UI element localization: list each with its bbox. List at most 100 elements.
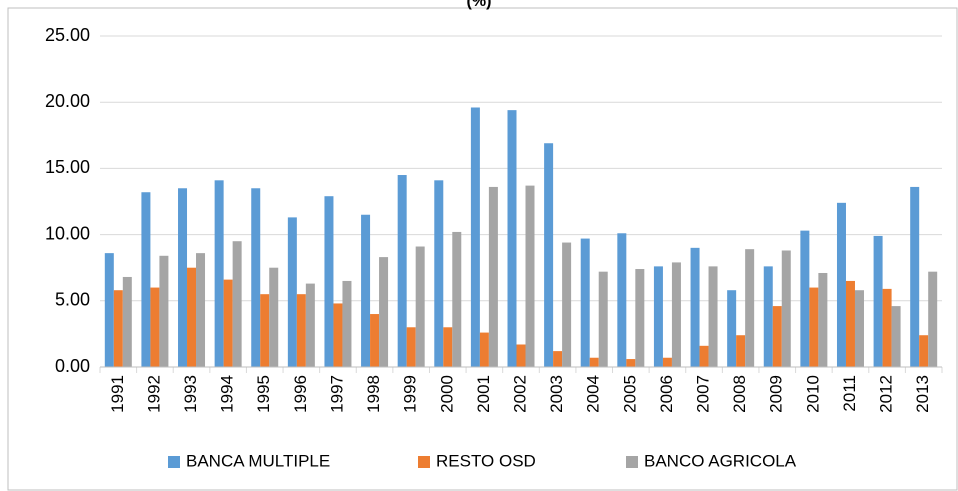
- x-tick-label: 2003: [547, 375, 566, 413]
- y-tick-label: 0.00: [55, 356, 90, 376]
- bar: [580, 238, 590, 367]
- x-tick-label: 2008: [730, 375, 749, 413]
- x-tick-label: 2000: [437, 375, 456, 413]
- chart-title: (%): [467, 0, 492, 10]
- y-tick-label: 20.00: [45, 91, 90, 111]
- bar: [653, 266, 663, 367]
- bar: [690, 247, 700, 367]
- legend-swatch: [418, 456, 430, 468]
- bar: [919, 335, 929, 367]
- x-tick-label: 1996: [291, 375, 310, 413]
- y-tick-label: 10.00: [45, 223, 90, 243]
- bar: [910, 186, 920, 367]
- bar: [187, 267, 197, 367]
- bar: [525, 185, 535, 367]
- x-tick-label: 2013: [913, 375, 932, 413]
- bar: [296, 294, 306, 367]
- x-tick-label: 2012: [877, 375, 896, 413]
- bar: [671, 262, 681, 367]
- bar: [415, 246, 425, 367]
- bar: [516, 344, 526, 367]
- y-tick-label: 25.00: [45, 25, 90, 45]
- x-tick-label: 1999: [401, 375, 420, 413]
- bar: [488, 186, 498, 367]
- bar: [232, 241, 242, 367]
- bar: [214, 180, 224, 367]
- bar: [287, 217, 297, 367]
- bar: [745, 249, 755, 367]
- bar: [598, 271, 608, 367]
- x-tick-label: 2006: [657, 375, 676, 413]
- x-tick-label: 1997: [327, 375, 346, 413]
- bar: [443, 327, 453, 367]
- bar: [370, 314, 380, 367]
- bar: [470, 107, 480, 367]
- bar: [479, 332, 489, 367]
- bar: [708, 266, 718, 367]
- bar: [269, 267, 279, 367]
- bar: [635, 269, 645, 367]
- bar: [854, 290, 864, 367]
- bar: [159, 255, 169, 367]
- bar: [196, 253, 206, 367]
- bar: [379, 257, 389, 367]
- bar: [626, 359, 636, 367]
- x-tick-label: 2002: [510, 375, 529, 413]
- x-tick-label: 1991: [108, 375, 127, 413]
- x-tick-label: 2011: [840, 375, 859, 412]
- bar: [662, 357, 672, 367]
- x-tick-label: 1993: [181, 375, 200, 413]
- bar: [553, 351, 563, 367]
- bar: [818, 272, 828, 367]
- bar: [882, 288, 892, 367]
- bar: [699, 345, 709, 367]
- bar: [324, 196, 334, 367]
- bar: [397, 175, 407, 367]
- bar: [251, 188, 261, 367]
- bar: [434, 180, 444, 367]
- bar: [781, 250, 791, 367]
- chart-border: [7, 7, 958, 491]
- x-tick-label: 2007: [694, 375, 713, 413]
- legend-label: RESTO OSD: [436, 451, 536, 470]
- x-tick-label: 1994: [218, 375, 237, 413]
- x-tick-label: 2004: [584, 375, 603, 413]
- legend-label: BANCO AGRICOLA: [644, 451, 797, 470]
- bar: [727, 290, 737, 367]
- bar: [736, 335, 746, 367]
- bar: [617, 233, 627, 367]
- bar: [562, 242, 572, 367]
- bar: [342, 280, 352, 367]
- bar: [873, 235, 883, 367]
- bar: [589, 357, 599, 367]
- bar: [406, 327, 416, 367]
- x-tick-label: 1992: [144, 375, 163, 413]
- bar: [845, 280, 855, 367]
- x-tick-label: 2001: [474, 375, 493, 413]
- bar: [836, 202, 846, 367]
- bar: [104, 253, 114, 367]
- bar: [809, 287, 819, 367]
- legend-swatch: [168, 456, 180, 468]
- bar: [452, 231, 462, 367]
- bar: [178, 188, 188, 367]
- legend-swatch: [626, 456, 638, 468]
- x-tick-label: 2005: [620, 375, 639, 413]
- bar: [150, 287, 160, 367]
- bar: [260, 294, 270, 367]
- x-tick-label: 2010: [803, 375, 822, 413]
- bar: [223, 279, 233, 367]
- x-tick-label: 1995: [254, 375, 273, 413]
- legend-label: BANCA MULTIPLE: [186, 451, 330, 470]
- y-tick-label: 5.00: [55, 290, 90, 310]
- bar: [122, 276, 132, 367]
- bar: [772, 306, 782, 367]
- bar: [763, 266, 773, 367]
- bar: [361, 214, 371, 367]
- bar: [113, 290, 123, 367]
- bar: [305, 283, 315, 367]
- bar: [928, 271, 938, 367]
- bar: [544, 143, 554, 367]
- bar: [800, 230, 810, 367]
- x-tick-label: 1998: [364, 375, 383, 413]
